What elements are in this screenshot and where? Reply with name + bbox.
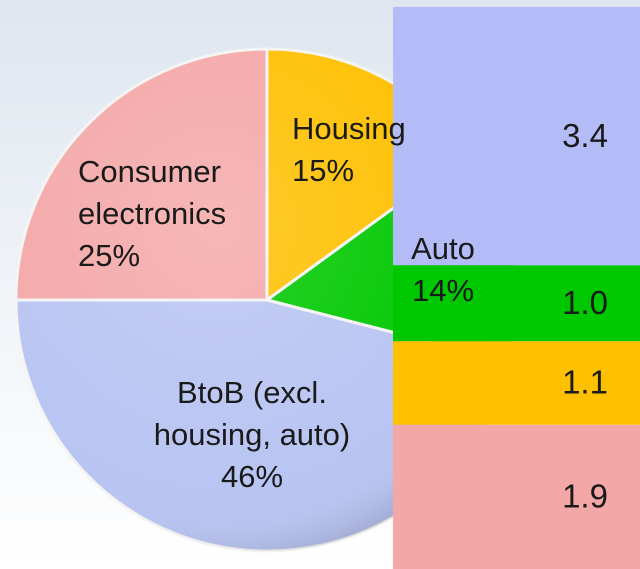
bar-value-label: 1.9 xyxy=(562,478,608,515)
bar-segment xyxy=(393,424,640,569)
slice-percent: 46% xyxy=(220,459,284,494)
slice-label: Consumer electronics 25% xyxy=(78,151,268,277)
slice-label: BtoB (excl. housing, auto) 46% xyxy=(122,372,382,498)
bar-value-label: 1.1 xyxy=(562,364,608,401)
slice-category: Consumer electronics xyxy=(78,154,227,231)
slice-category: Auto xyxy=(411,231,475,266)
slice-label: Auto 14% xyxy=(378,228,508,312)
slice-percent: 25% xyxy=(78,238,141,273)
slice-category: BtoB (excl. housing, auto) xyxy=(153,375,351,452)
bar-segment xyxy=(393,7,640,266)
slice-percent: 14% xyxy=(411,273,475,308)
slice-percent: 15% xyxy=(292,153,355,188)
slice-category: Housing xyxy=(292,111,406,146)
bar-segment xyxy=(393,341,640,425)
bar-segment xyxy=(393,265,640,342)
slice-label: Housing 15% xyxy=(292,108,452,192)
bar-value-label: 3.4 xyxy=(562,117,608,154)
bar-value-label: 1.0 xyxy=(562,284,608,321)
